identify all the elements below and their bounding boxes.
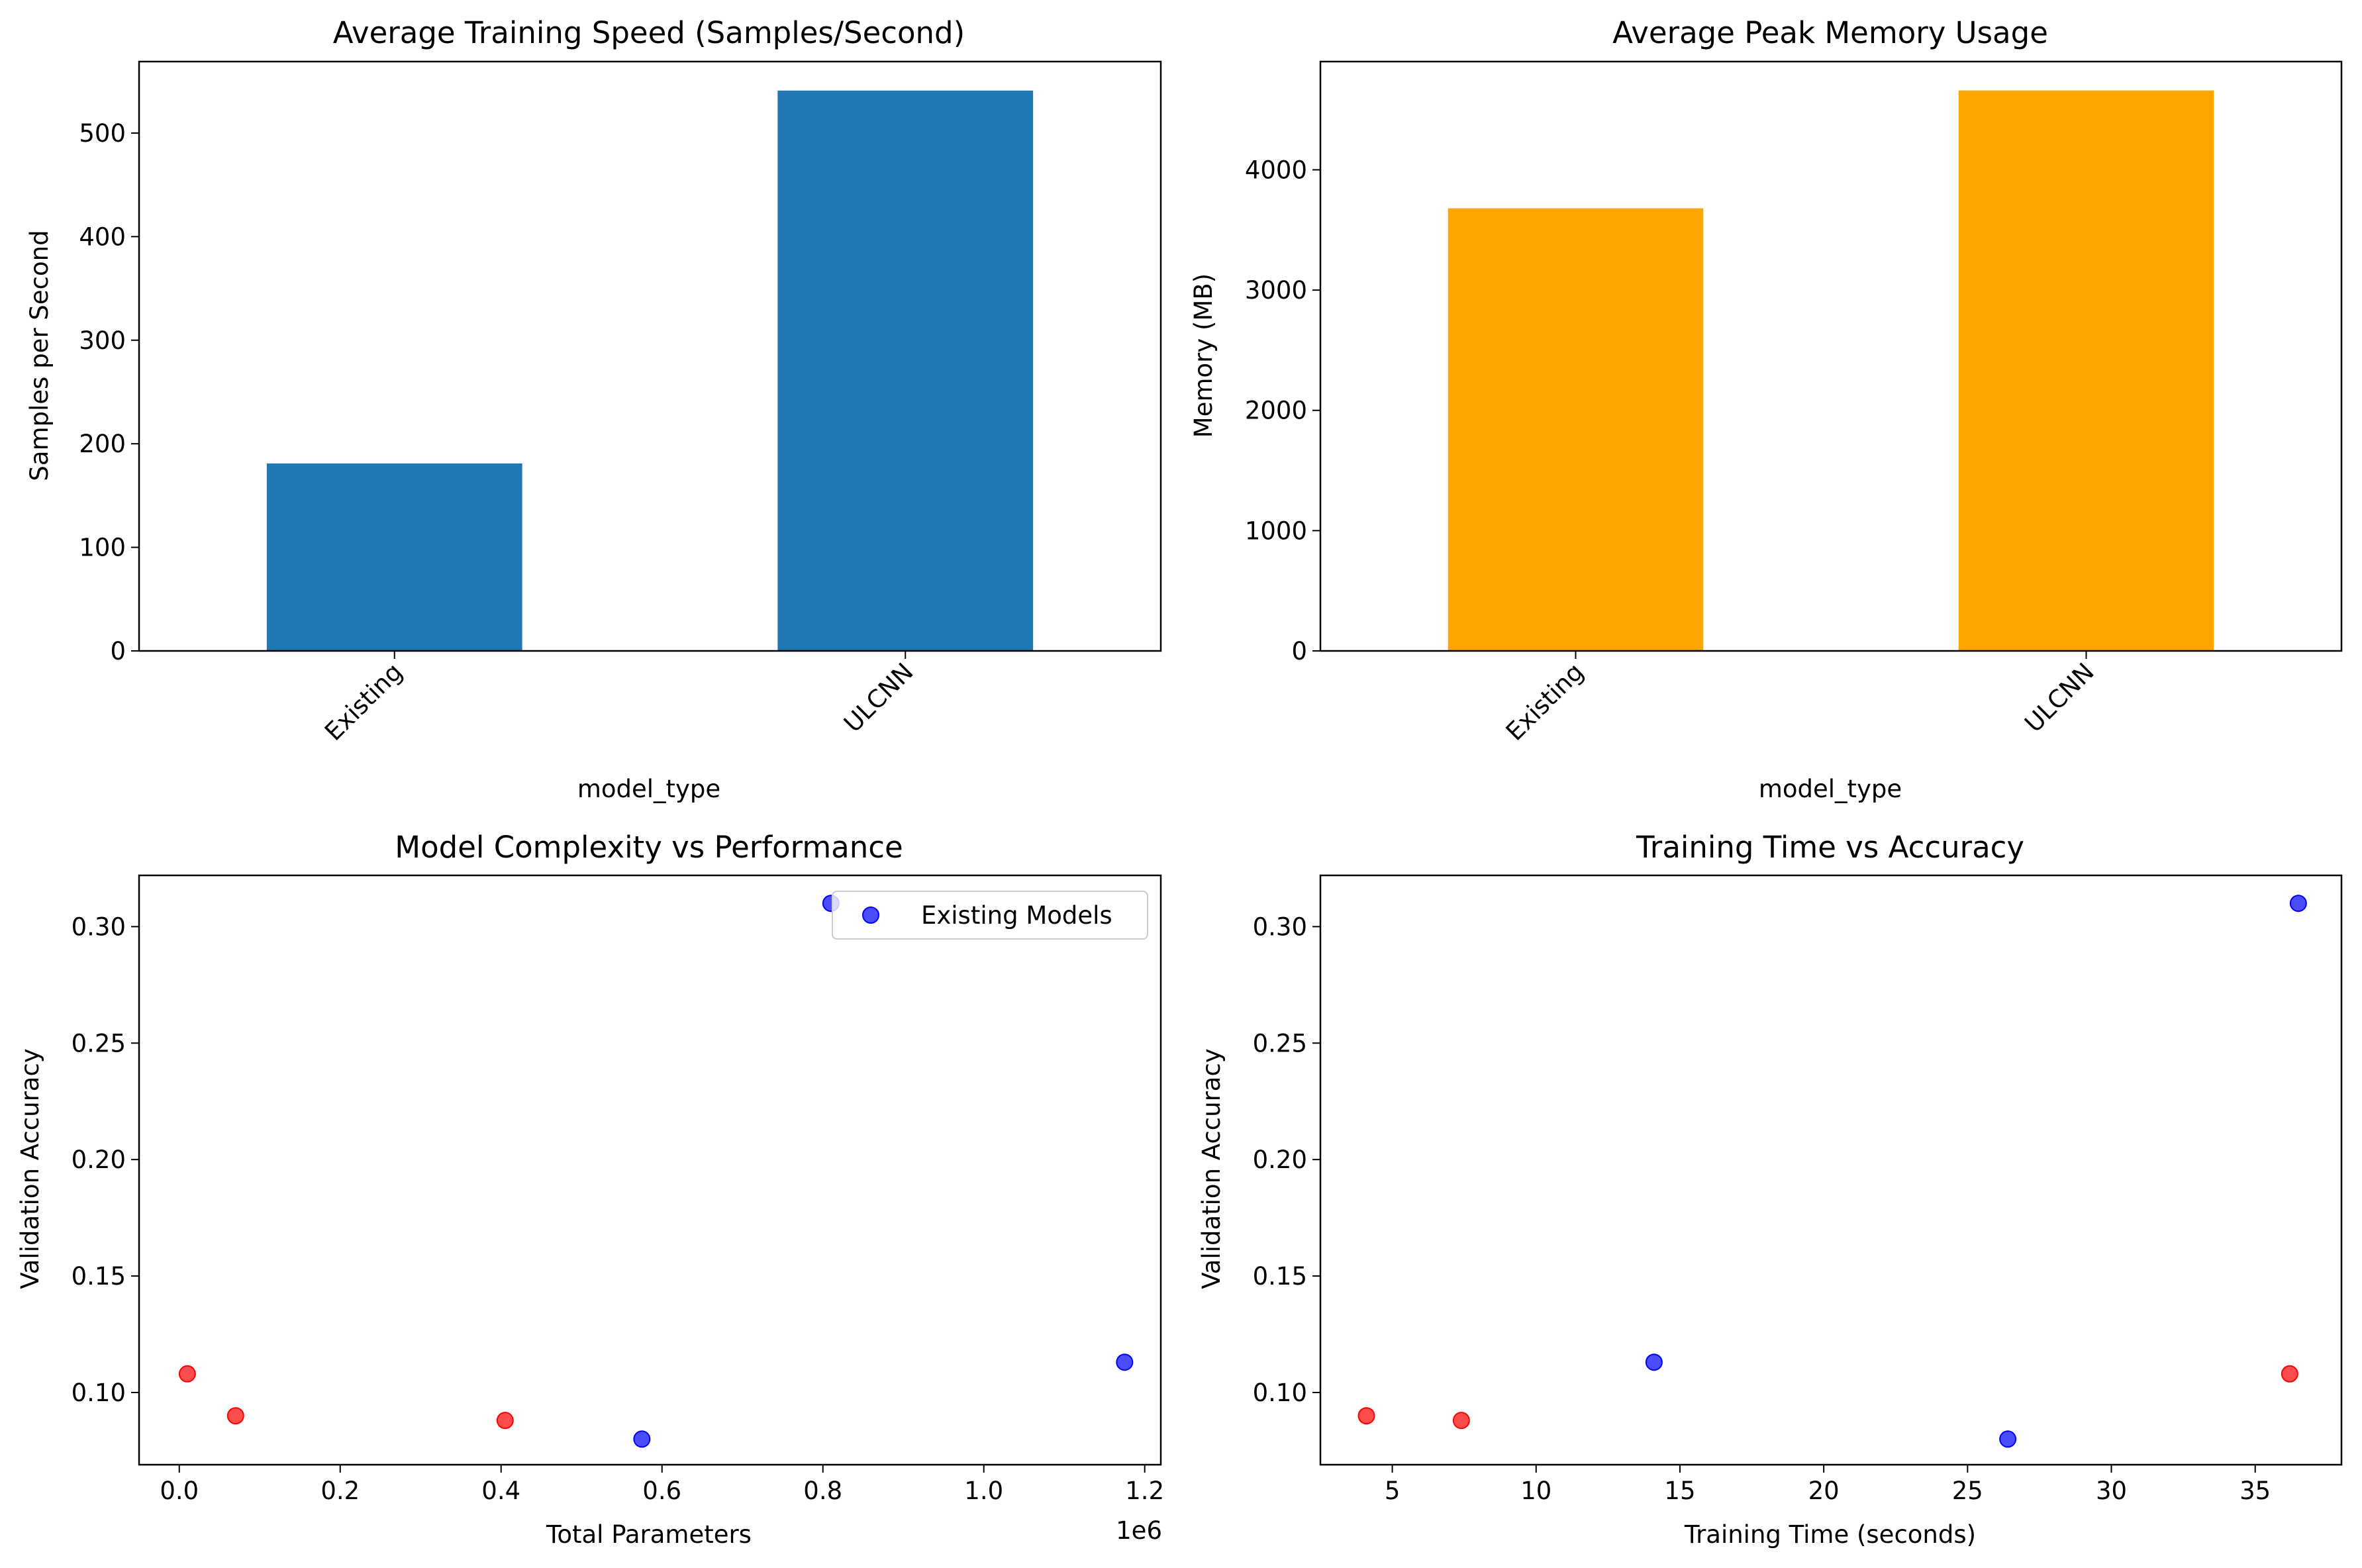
training-speed-bar-existing xyxy=(266,463,522,651)
training-time-xtick-label: 5 xyxy=(1385,1477,1401,1505)
training-speed-axes-frame xyxy=(138,60,1162,652)
complexity-xlabel: Total Parameters xyxy=(546,1520,752,1549)
training-time-ylabel: Validation Accuracy xyxy=(1197,1048,1226,1289)
training-speed-bar-ulcnn xyxy=(777,90,1034,651)
training-time-xtick-label: 30 xyxy=(2096,1477,2127,1505)
complexity-ylabel: Validation Accuracy xyxy=(16,1048,44,1289)
complexity-x-offset-label: 1e6 xyxy=(1116,1516,1162,1545)
legend-label-existing-models: Existing Models xyxy=(921,901,1112,930)
training-time-xtick-label: 35 xyxy=(2239,1477,2271,1505)
memory-usage-ytick-label: 2000 xyxy=(1245,397,1307,425)
memory-usage-bar-existing xyxy=(1448,208,1704,652)
complexity-point-red xyxy=(226,1407,244,1425)
training-time-point-blue xyxy=(2289,895,2307,912)
complexity-ytick-label: 0.10 xyxy=(72,1379,126,1407)
memory-usage-title: Average Peak Memory Usage xyxy=(1612,15,2048,50)
memory-usage-ytick-label: 1000 xyxy=(1245,516,1307,545)
complexity-axes-frame xyxy=(138,874,1162,1466)
training-time-xtick-label: 20 xyxy=(1808,1477,1840,1505)
training-speed-xlabel: model_type xyxy=(577,775,720,803)
training-speed-ylabel: Samples per Second xyxy=(25,230,54,481)
training-time-xtick-label: 15 xyxy=(1664,1477,1695,1505)
complexity-panel: Model Complexity vs Performance Total Pa… xyxy=(16,830,1164,1549)
training-time-title: Training Time vs Accuracy xyxy=(1636,830,2024,865)
memory-usage-ytick-label: 0 xyxy=(1291,637,1307,665)
training-time-xtick-label: 10 xyxy=(1520,1477,1551,1505)
training-time-point-red xyxy=(1357,1407,1375,1425)
complexity-ytick-label: 0.25 xyxy=(72,1029,126,1057)
complexity-point-red xyxy=(178,1365,196,1383)
legend-marker-existing-models xyxy=(862,906,879,924)
training-time-ytick-label: 0.25 xyxy=(1253,1029,1307,1057)
training-time-ytick-label: 0.15 xyxy=(1253,1262,1307,1291)
memory-usage-ytick-label: 3000 xyxy=(1245,276,1307,305)
complexity-xtick-label: 0.0 xyxy=(160,1477,199,1505)
training-speed-title: Average Training Speed (Samples/Second) xyxy=(333,15,965,50)
training-time-point-red xyxy=(2281,1365,2298,1383)
complexity-point-blue xyxy=(1116,1353,1134,1371)
training-speed-ytick-label: 200 xyxy=(79,430,126,458)
training-time-point-red xyxy=(1452,1412,1470,1430)
training-time-xlabel: Training Time (seconds) xyxy=(1684,1520,1976,1549)
memory-usage-bar-ulcnn xyxy=(1958,90,2214,651)
complexity-xtick-label: 0.6 xyxy=(642,1477,681,1505)
complexity-xtick-label: 0.4 xyxy=(481,1477,520,1505)
training-time-axes-frame xyxy=(1319,874,2343,1466)
complexity-point-red xyxy=(496,1412,514,1430)
complexity-ytick-label: 0.15 xyxy=(72,1262,126,1291)
legend-frame xyxy=(832,891,1148,940)
memory-usage-ytick-label: 4000 xyxy=(1245,156,1307,184)
training-time-panel: Training Time vs Accuracy Training Time … xyxy=(1197,830,2343,1549)
memory-usage-xlabel: model_type xyxy=(1759,775,1902,803)
memory-usage-axes-frame xyxy=(1319,60,2343,652)
complexity-xtick-label: 1.0 xyxy=(964,1477,1003,1505)
legend: Existing Models xyxy=(832,891,1148,940)
complexity-ytick-label: 0.20 xyxy=(72,1146,126,1174)
training-speed-ytick-label: 100 xyxy=(79,534,126,562)
training-speed-ytick-label: 500 xyxy=(79,119,126,148)
memory-usage-ylabel: Memory (MB) xyxy=(1189,273,1218,438)
complexity-xtick-label: 0.2 xyxy=(320,1477,360,1505)
training-time-point-blue xyxy=(1645,1353,1663,1371)
training-time-xtick-label: 25 xyxy=(1952,1477,1983,1505)
complexity-xtick-label: 1.2 xyxy=(1125,1477,1164,1505)
training-time-ytick-label: 0.30 xyxy=(1253,912,1307,941)
complexity-ytick-label: 0.30 xyxy=(72,912,126,941)
training-time-ytick-label: 0.20 xyxy=(1253,1146,1307,1174)
complexity-xtick-label: 0.8 xyxy=(803,1477,842,1505)
training-speed-ytick-label: 0 xyxy=(110,637,126,665)
complexity-title: Model Complexity vs Performance xyxy=(395,830,903,865)
complexity-point-blue xyxy=(633,1430,651,1448)
training-speed-ytick-label: 300 xyxy=(79,326,126,355)
training-time-ytick-label: 0.10 xyxy=(1253,1379,1307,1407)
training-speed-ytick-label: 400 xyxy=(79,222,126,251)
training-time-point-blue xyxy=(1999,1430,2017,1448)
